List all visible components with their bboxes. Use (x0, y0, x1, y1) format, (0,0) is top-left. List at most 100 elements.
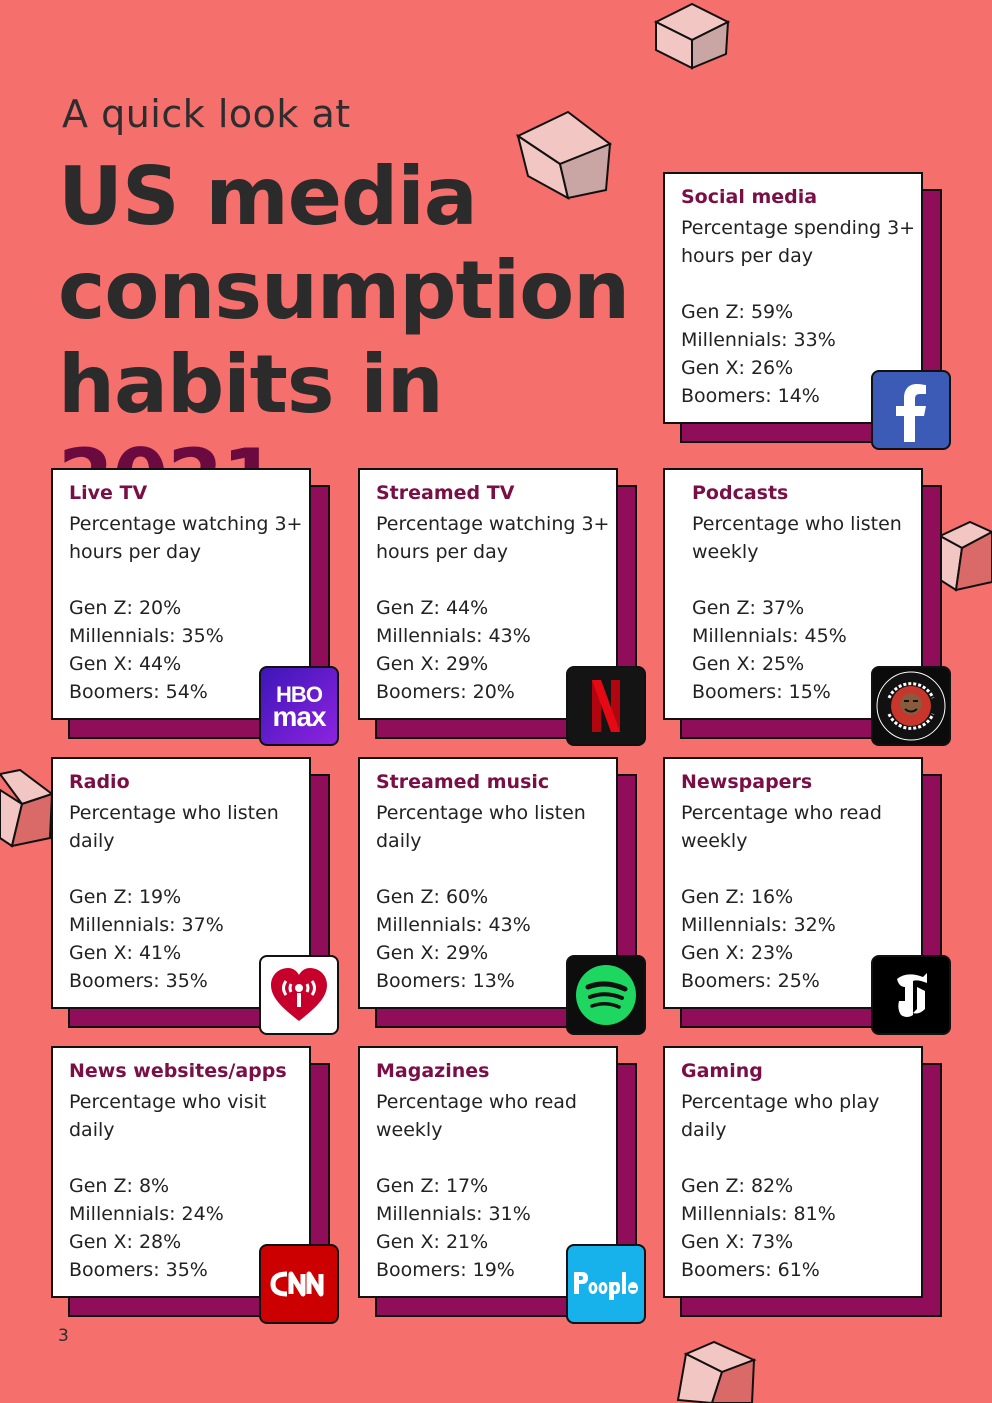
card-subtitle: Percentage who listen daily (69, 802, 279, 852)
stat-gen-z: Gen Z: 44% (376, 597, 489, 619)
card-subtitle: Percentage who listen weekly (692, 513, 902, 563)
card-stats: Gen Z: 17% Millennials: 31% Gen X: 21% B… (376, 1172, 531, 1284)
stat-boomers: Boomers: 13% (376, 970, 515, 992)
card-subtitle: Percentage who read weekly (376, 1091, 577, 1141)
facebook-logo-icon (871, 370, 951, 450)
card-panel: Gaming Percentage who play daily Gen Z: … (663, 1046, 923, 1298)
card-panel: Podcasts Percentage who listen weekly Ge… (663, 468, 923, 720)
stat-millennials: Millennials: 31% (376, 1203, 531, 1225)
spotify-logo-icon (566, 955, 646, 1035)
stat-gen-x: Gen X: 28% (69, 1231, 182, 1253)
card-subtitle: Percentage who play daily (681, 1091, 880, 1141)
card-streamed-music: Streamed music Percentage who listen dai… (358, 757, 646, 1035)
card-stats: Gen Z: 82% Millennials: 81% Gen X: 73% B… (681, 1172, 836, 1284)
card-title: Podcasts (692, 482, 789, 504)
stat-boomers: Boomers: 19% (376, 1259, 515, 1281)
card-title: Streamed music (376, 771, 550, 793)
stat-millennials: Millennials: 45% (692, 625, 847, 647)
stat-gen-x: Gen X: 25% (692, 653, 805, 675)
stat-millennials: Millennials: 43% (376, 625, 531, 647)
stat-boomers: Boomers: 61% (681, 1259, 820, 1281)
card-newspapers: Newspapers Percentage who read weekly Ge… (663, 757, 951, 1035)
card-title: Newspapers (681, 771, 813, 793)
stat-gen-z: Gen Z: 16% (681, 886, 794, 908)
headline-main: US media consumption habits in (58, 150, 630, 431)
stat-boomers: Boomers: 54% (69, 681, 208, 703)
stat-gen-z: Gen Z: 17% (376, 1175, 489, 1197)
stat-millennials: Millennials: 37% (69, 914, 224, 936)
card-subtitle: Percentage spending 3+ hours per day (681, 217, 916, 267)
stat-gen-x: Gen X: 41% (69, 942, 182, 964)
iheartradio-logo-icon (259, 955, 339, 1035)
kicker-text: A quick look at (62, 92, 351, 136)
card-stats: Gen Z: 8% Millennials: 24% Gen X: 28% Bo… (69, 1172, 224, 1284)
netflix-logo-icon (566, 666, 646, 746)
stat-millennials: Millennials: 32% (681, 914, 836, 936)
card-subtitle: Percentage watching 3+ hours per day (69, 513, 303, 563)
card-title: Gaming (681, 1060, 763, 1082)
stat-gen-z: Gen Z: 19% (69, 886, 182, 908)
stat-boomers: Boomers: 25% (681, 970, 820, 992)
card-title: News websites/apps (69, 1060, 287, 1082)
stat-gen-x: Gen X: 73% (681, 1231, 794, 1253)
people-logo-icon (566, 1244, 646, 1324)
card-social-media: Social media Percentage spending 3+ hour… (663, 172, 951, 450)
card-stats: Gen Z: 19% Millennials: 37% Gen X: 41% B… (69, 883, 224, 995)
card-stats: Gen Z: 16% Millennials: 32% Gen X: 23% B… (681, 883, 836, 995)
stat-boomers: Boomers: 15% (692, 681, 831, 703)
hbo-logo-text: HBO (276, 682, 323, 707)
stat-gen-x: Gen X: 29% (376, 942, 489, 964)
card-title: Live TV (69, 482, 148, 504)
card-stats: Gen Z: 37% Millennials: 45% Gen X: 25% B… (692, 594, 847, 706)
card-live-tv: Live TV Percentage watching 3+ hours per… (51, 468, 339, 746)
card-radio: Radio Percentage who listen daily Gen Z:… (51, 757, 339, 1035)
stat-boomers: Boomers: 14% (681, 385, 820, 407)
card-stats: Gen Z: 44% Millennials: 43% Gen X: 29% B… (376, 594, 531, 706)
card-magazines: Magazines Percentage who read weekly Gen… (358, 1046, 646, 1324)
card-panel: Streamed music Percentage who listen dai… (358, 757, 618, 1009)
joe-rogan-experience-logo-icon (871, 666, 951, 746)
stat-gen-x: Gen X: 26% (681, 357, 794, 379)
stat-gen-x: Gen X: 29% (376, 653, 489, 675)
stat-gen-z: Gen Z: 82% (681, 1175, 794, 1197)
card-subtitle: Percentage who read weekly (681, 802, 882, 852)
stat-gen-z: Gen Z: 20% (69, 597, 182, 619)
card-title: Social media (681, 186, 818, 208)
stat-gen-z: Gen Z: 8% (69, 1175, 170, 1197)
stat-millennials: Millennials: 81% (681, 1203, 836, 1225)
cube-decoration-left (0, 768, 55, 848)
stat-gen-x: Gen X: 21% (376, 1231, 489, 1253)
cube-decoration-bottom (676, 1340, 757, 1403)
stat-millennials: Millennials: 33% (681, 329, 836, 351)
new-york-times-logo-icon (871, 955, 951, 1035)
cnn-logo-icon (259, 1244, 339, 1324)
card-subtitle: Percentage who listen daily (376, 802, 586, 852)
hbo-max-logo-icon: HBO max (259, 666, 339, 746)
page-number: 3 (58, 1326, 69, 1346)
stat-gen-z: Gen Z: 37% (692, 597, 805, 619)
card-podcasts: Podcasts Percentage who listen weekly Ge… (663, 468, 951, 746)
card-subtitle: Percentage watching 3+ hours per day (376, 513, 610, 563)
card-subtitle: Percentage who visit daily (69, 1091, 267, 1141)
stat-millennials: Millennials: 43% (376, 914, 531, 936)
card-gaming: Gaming Percentage who play daily Gen Z: … (663, 1046, 942, 1317)
cube-decoration-title (515, 110, 613, 200)
stat-boomers: Boomers: 35% (69, 1259, 208, 1281)
card-news-websites-apps: News websites/apps Percentage who visit … (51, 1046, 339, 1324)
max-logo-text: max (272, 701, 326, 732)
card-title: Radio (69, 771, 130, 793)
card-title: Streamed TV (376, 482, 515, 504)
stat-gen-x: Gen X: 23% (681, 942, 794, 964)
card-stats: Gen Z: 20% Millennials: 35% Gen X: 44% B… (69, 594, 224, 706)
stat-boomers: Boomers: 20% (376, 681, 515, 703)
stat-millennials: Millennials: 24% (69, 1203, 224, 1225)
card-title: Magazines (376, 1060, 490, 1082)
card-stats: Gen Z: 60% Millennials: 43% Gen X: 29% B… (376, 883, 531, 995)
cube-decoration-top (653, 2, 731, 70)
stat-gen-x: Gen X: 44% (69, 653, 182, 675)
stat-gen-z: Gen Z: 59% (681, 301, 794, 323)
card-streamed-tv: Streamed TV Percentage watching 3+ hours… (358, 468, 646, 746)
stat-boomers: Boomers: 35% (69, 970, 208, 992)
stat-millennials: Millennials: 35% (69, 625, 224, 647)
